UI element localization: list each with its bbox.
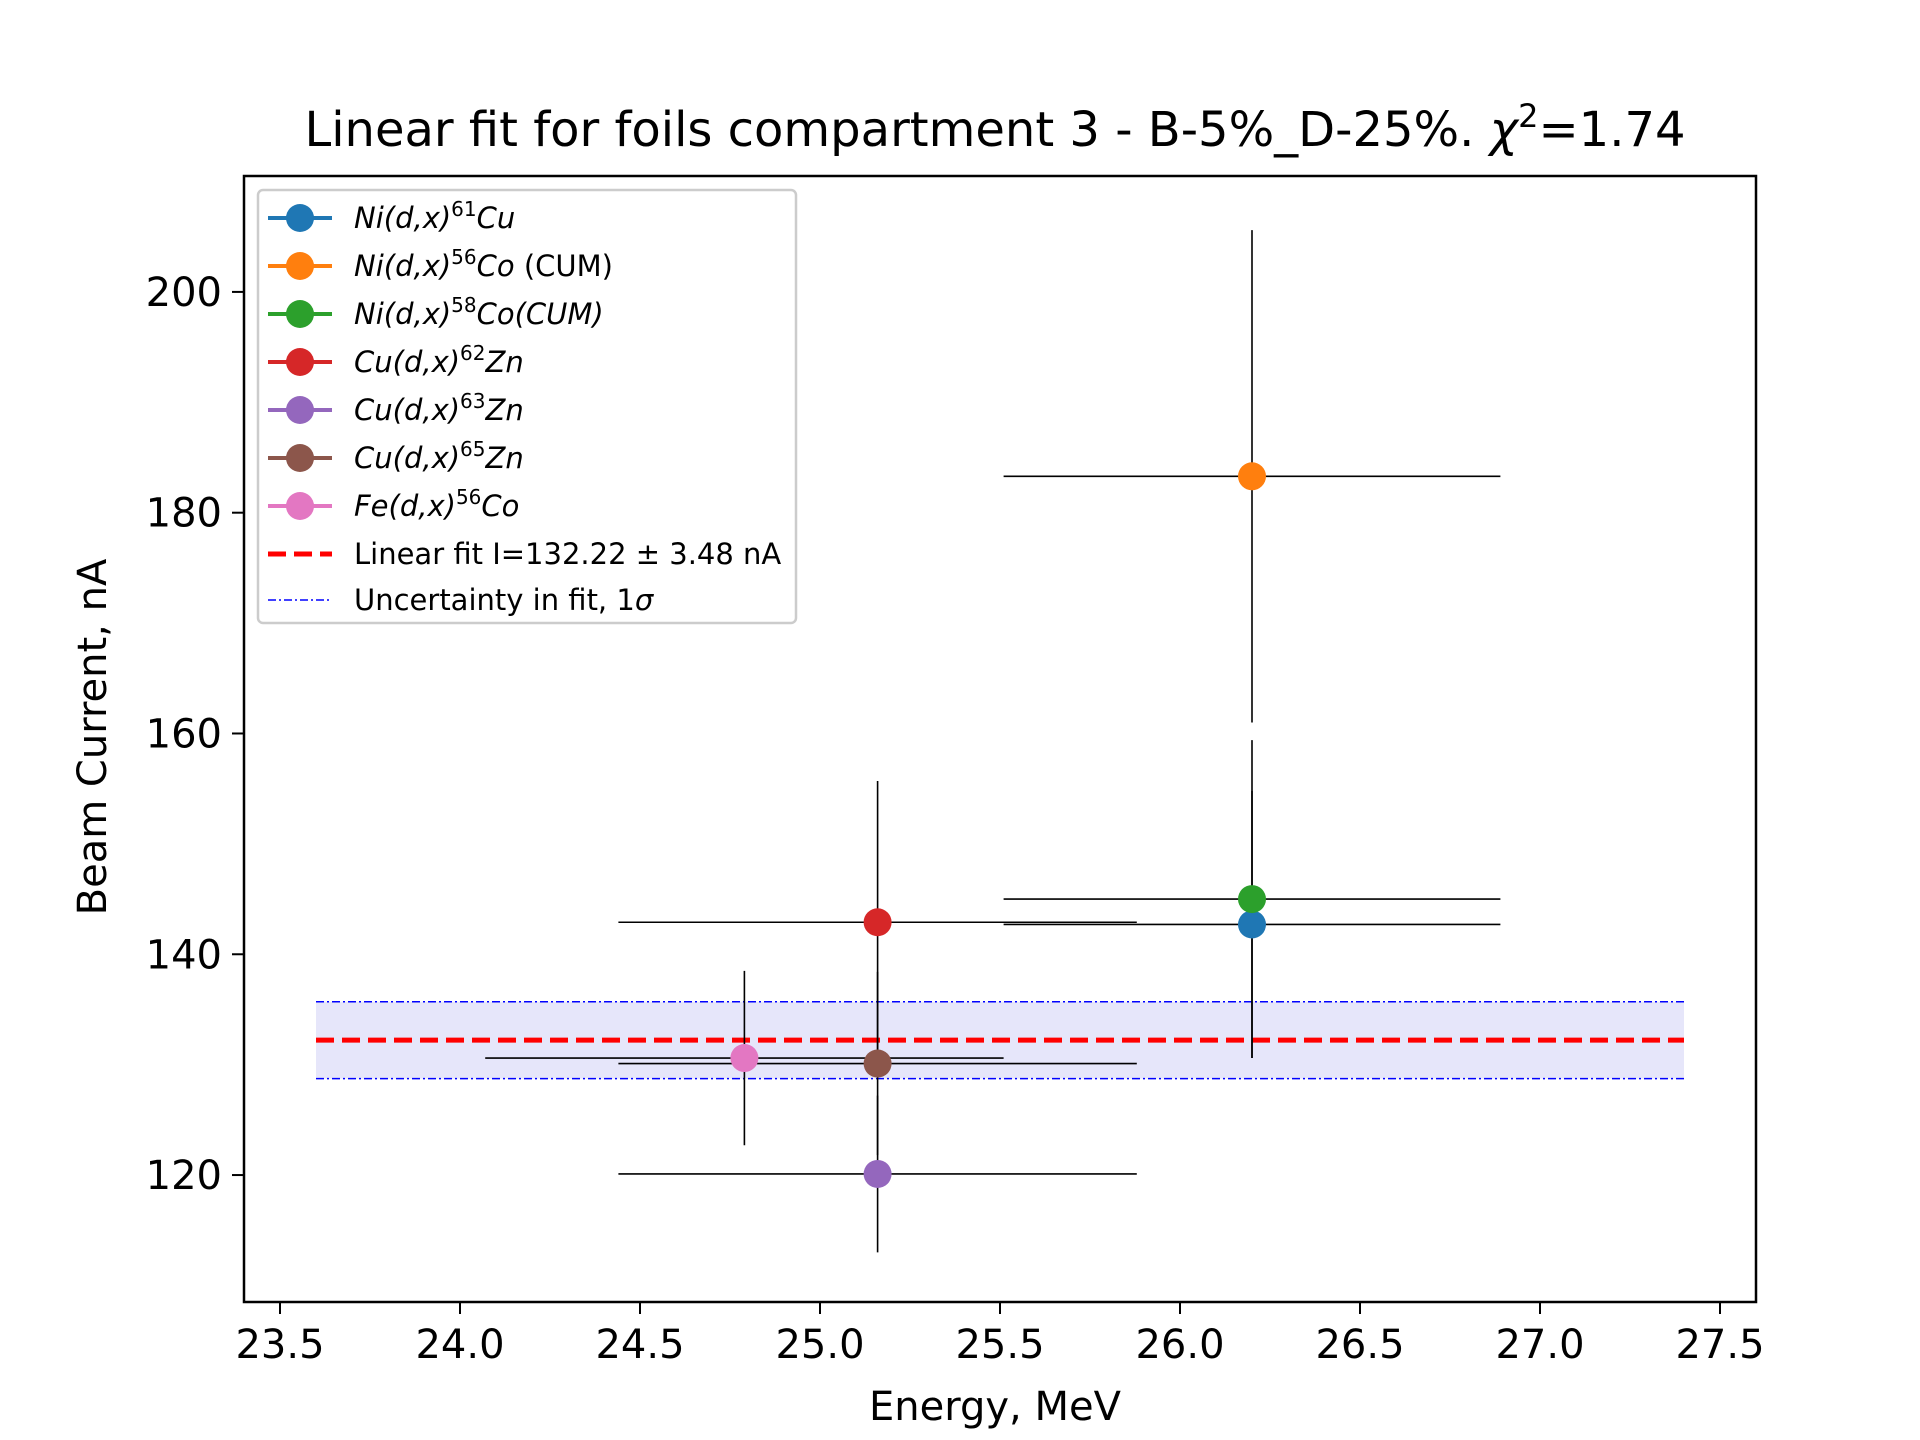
x-tick-label-4: 25.5 [955,1322,1044,1368]
axes: 23.5 24.0 24.5 25.0 25.5 26.0 26.5 27.0 27.5 120 1… [146,174,1765,1368]
data-point-3 [863,908,892,937]
legend-label-1: Ni(d,x)56Co (CUM) [354,245,613,283]
legend-marker-2 [286,300,314,328]
y-tick-label-4: 200 [146,270,222,316]
x-tick-label-0: 23.5 [235,1322,324,1368]
x-tick-label-3: 25.0 [775,1322,864,1368]
data-point-0 [1238,910,1266,939]
chart-title: Linear fit for foils compartment 3 - B-5… [304,97,1685,158]
x-tick-label-8: 27.5 [1675,1322,1764,1368]
legend-label-6: Fe(d,x)56Co [354,485,519,523]
y-tick-label-3: 180 [146,491,222,537]
legend: Ni(d,x)61Cu Ni(d,x)56Co (CUM) Ni(d,x)58Co(… [256,188,798,625]
legend-marker-5 [286,444,314,472]
legend-label-4: Cu(d,x)63Zn [354,389,524,427]
legend-marker-4 [286,396,314,424]
y-axis-label: Beam Current, nA [70,558,116,915]
legend-label-5: Cu(d,x)65Zn [354,437,524,475]
x-tick-label-2: 24.5 [595,1322,684,1368]
y-tick-label-2: 160 [146,711,222,757]
data-point-5 [863,1049,892,1078]
data-point-1 [1238,462,1266,491]
data-point-4 [863,1159,892,1188]
plot-area [316,230,1684,1253]
legend-fit-label: Linear fit I=132.22 ± 3.48 nA [354,537,781,571]
x-tick-label-5: 26.0 [1135,1322,1224,1368]
legend-marker-6 [286,492,314,520]
legend-frame [256,188,798,625]
data-point-6 [730,1044,759,1073]
legend-label-0: Ni(d,x)61Cu [354,197,515,235]
legend-label-2: Ni(d,x)58Co(CUM) [354,293,604,331]
x-tick-label-6: 26.5 [1315,1322,1404,1368]
y-tick-label-0: 120 [146,1153,222,1199]
y-tick-label-1: 140 [146,932,222,978]
x-tick-label-7: 27.0 [1495,1322,1584,1368]
legend-marker-1 [286,252,314,280]
legend-marker-0 [286,204,314,232]
legend-band-label: Uncertainty in fit, 1σ [354,583,655,617]
legend-label-3: Cu(d,x)62Zn [354,341,524,379]
x-tick-label-1: 24.0 [415,1322,504,1368]
legend-marker-3 [286,348,314,376]
data-point-2 [1238,885,1266,914]
x-axis-label: Energy, MeV [869,1384,1122,1430]
